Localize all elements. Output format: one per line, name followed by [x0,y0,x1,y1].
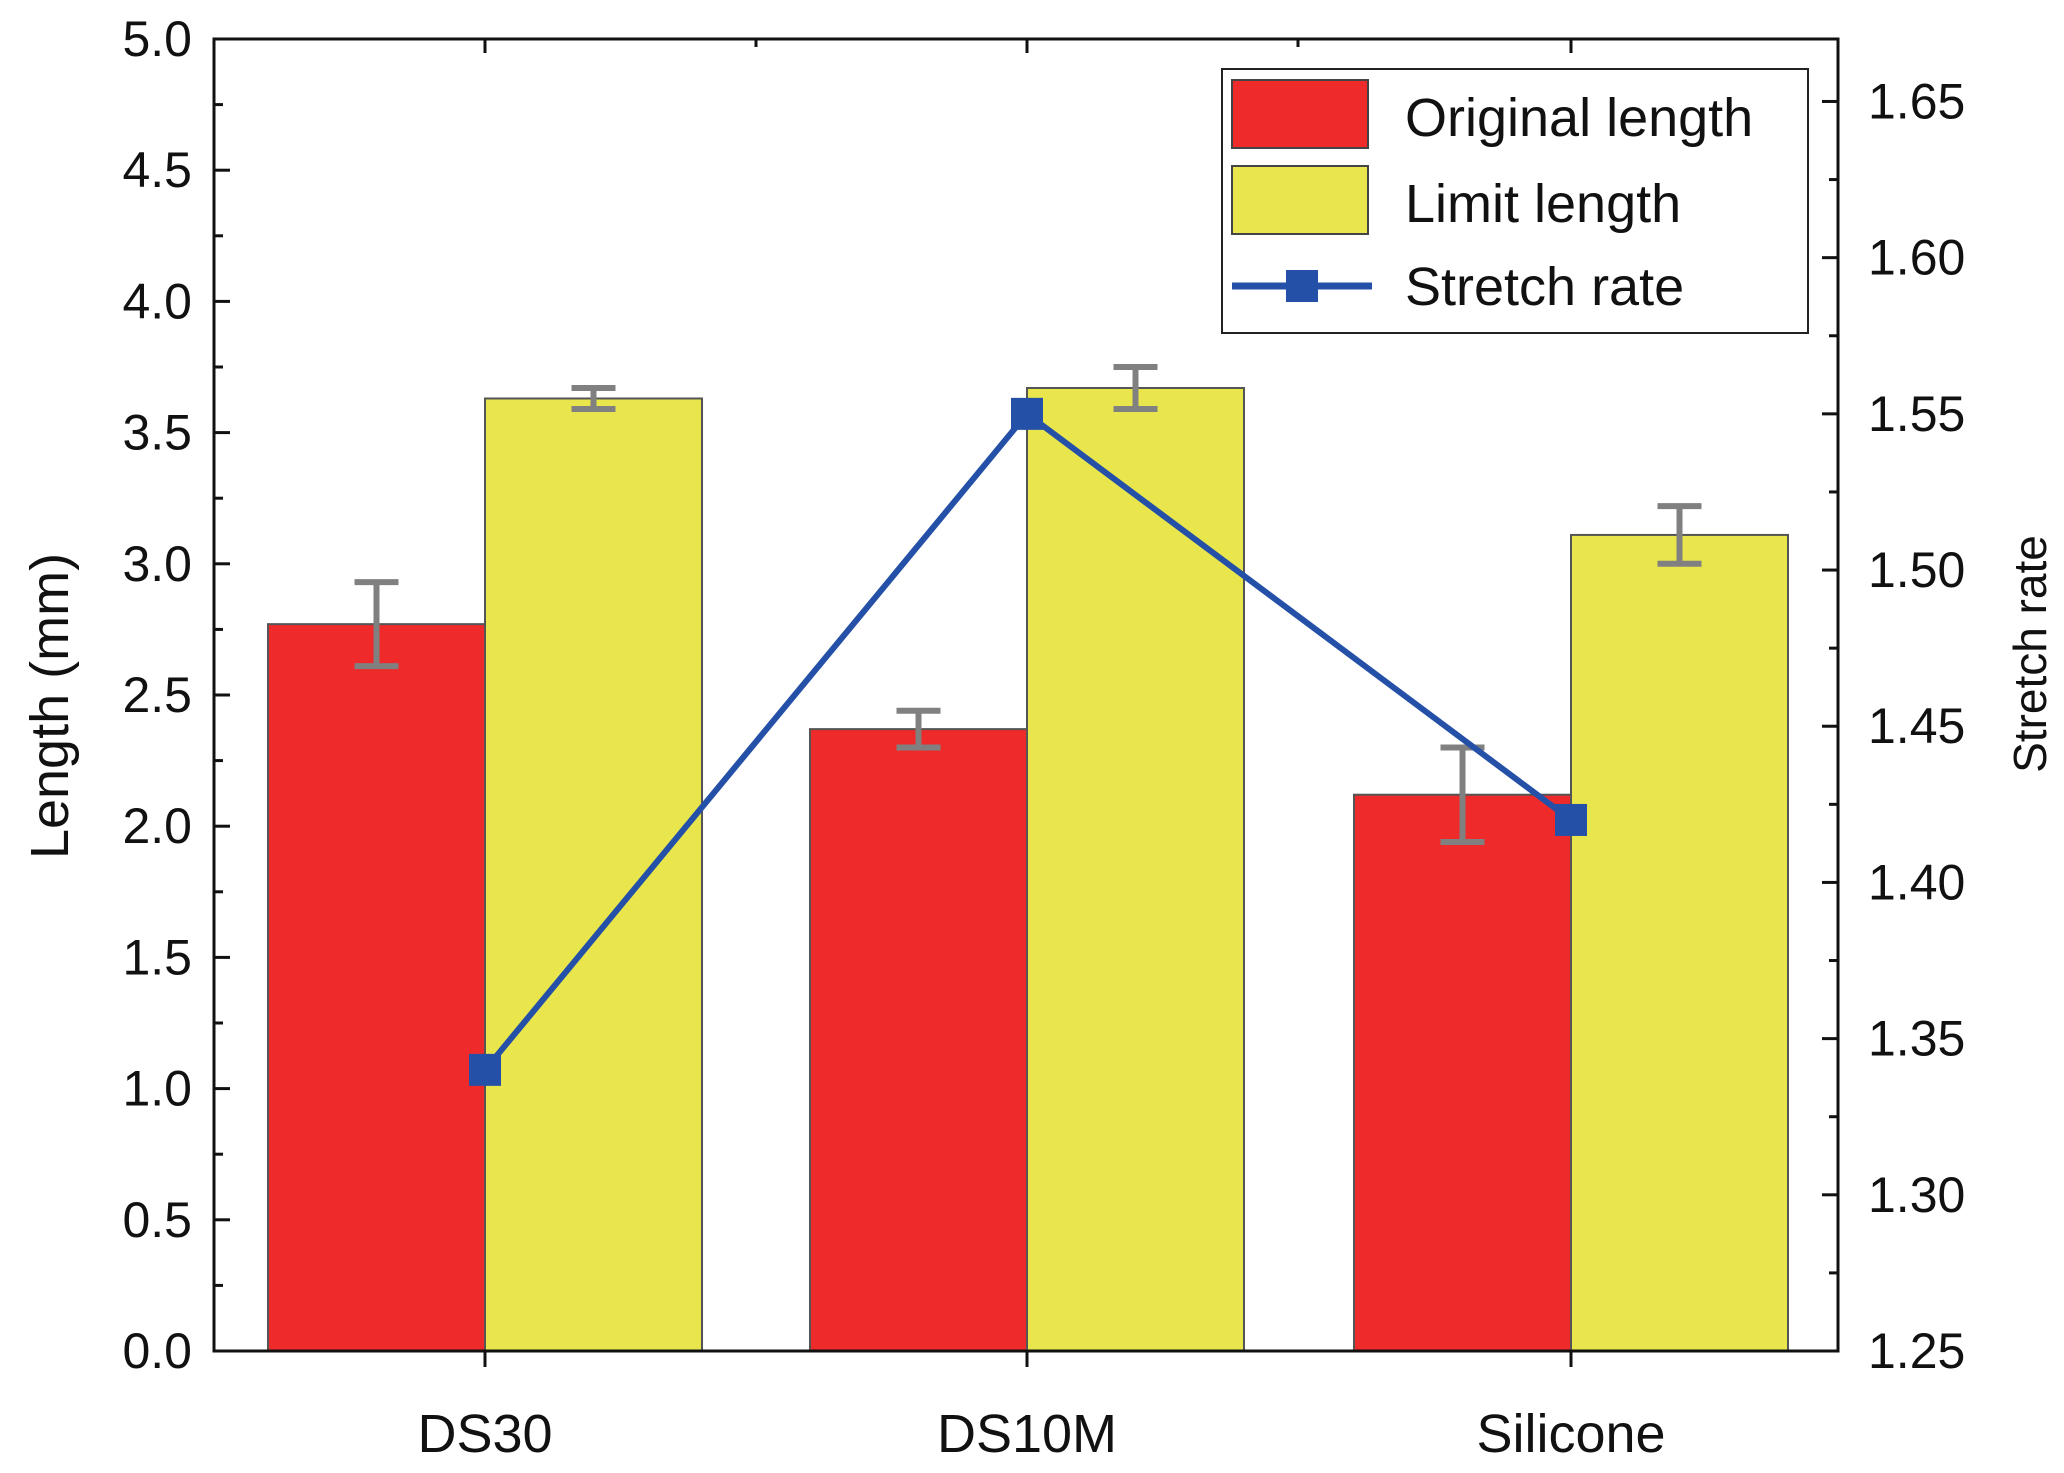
error-bar-limit-length-ds30 [571,384,616,412]
bars-layer [267,386,1789,1353]
stretch-rate-marker-ds30 [469,1053,501,1086]
y-tick-label: 4.0 [122,273,192,329]
y2-axis-title: Stretch rate [2004,535,2056,773]
legend: Original length Limit length Stretch rat… [1221,68,1809,334]
y2-tick-label: 1.40 [1868,854,1965,910]
y-tick-label: 0.5 [122,1192,192,1248]
legend-label-limit-length: Limit length [1405,174,1681,234]
legend-swatch-original-length [1231,79,1369,149]
bar-limit-length-ds30 [484,397,703,1353]
y-tick-label: 2.5 [122,667,192,723]
y-tick-label: 1.5 [122,929,192,985]
error-bar-original-length-ds30 [354,579,399,670]
legend-label-original-length: Original length [1405,88,1753,148]
x-category-label: DS30 [417,1404,552,1464]
y-tick-label: 1.0 [122,1061,192,1117]
y-tick-label: 4.5 [122,142,192,198]
y2-tick-label: 1.30 [1868,1167,1965,1223]
legend-swatch-limit-length [1231,165,1369,235]
y2-tick-label: 1.55 [1868,386,1965,442]
stretch-rate-line-layer [469,397,1587,1086]
y2-tick-label: 1.25 [1868,1323,1965,1379]
bar-limit-length-ds10m [1026,386,1245,1352]
x-category-label: DS10M [937,1404,1117,1464]
stretch-rate-marker-ds10m [1011,397,1043,430]
legend-label-stretch-rate: Stretch rate [1405,257,1684,317]
error-bar-original-length-ds10m [896,707,941,751]
y2-tick-label: 1.35 [1868,1011,1965,1067]
error-bar-limit-length-ds10m [1113,364,1158,412]
bar-original-length-ds30 [267,623,486,1352]
legend-marker-stretch-rate [1286,270,1318,302]
ticks-layer: 0.0 0.5 1.0 1.5 2.0 2.5 3.0 3.5 4.0 4.5 5.0 1.25 1.3… [122,11,1965,1464]
bar-original-length-silicone [1353,793,1572,1352]
y-axis-title: Length (mm) [20,553,80,859]
x-category-label: Silicone [1476,1404,1665,1464]
y-tick-label: 0.0 [122,1323,192,1379]
stretch-rate-marker-silicone [1555,803,1587,836]
bar-limit-length-silicone [1570,533,1789,1352]
y2-tick-label: 1.45 [1868,698,1965,754]
error-bar-limit-length-silicone [1657,503,1702,567]
y-tick-label: 3.0 [122,536,192,592]
y2-tick-label: 1.65 [1868,73,1965,129]
y2-tick-label: 1.50 [1868,542,1965,598]
y-tick-label: 3.5 [122,405,192,461]
y2-tick-label: 1.60 [1868,230,1965,286]
error-bars-layer [354,364,1702,845]
y-tick-label: 2.0 [122,798,192,854]
bar-original-length-ds10m [809,728,1028,1352]
y-tick-label: 5.0 [122,11,192,67]
